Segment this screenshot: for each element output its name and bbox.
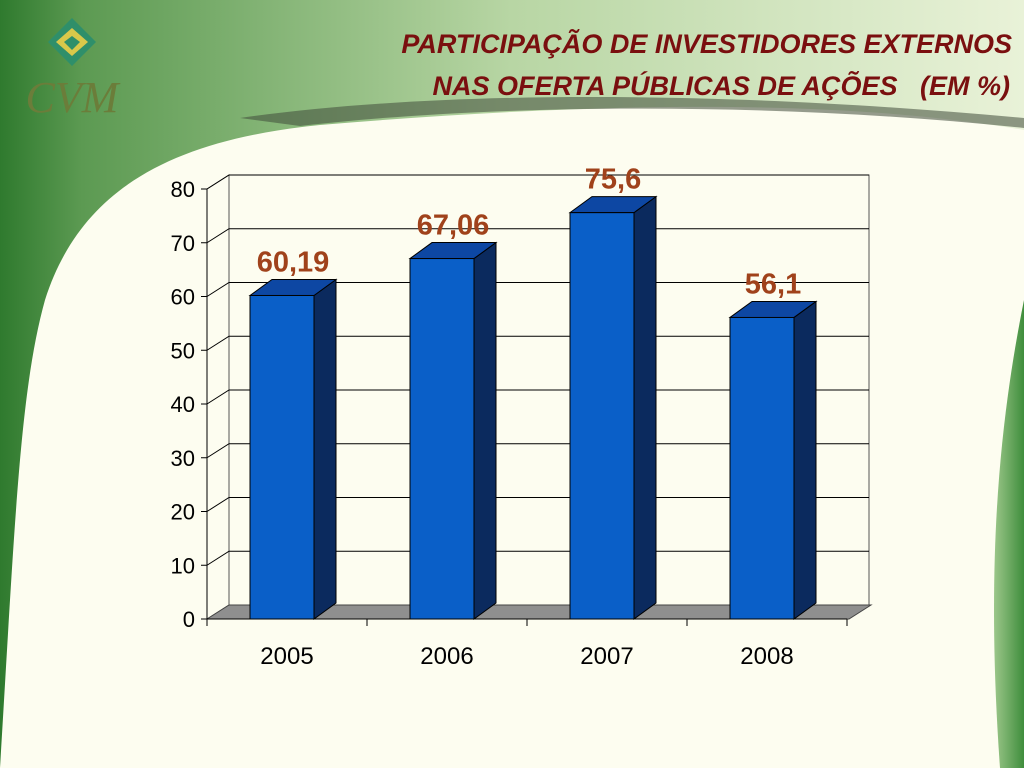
data-label: 56,1: [745, 268, 801, 300]
bar: [728, 300, 818, 620]
y-tick-label: 80: [171, 177, 195, 202]
x-tick-label: 2006: [420, 643, 473, 670]
y-tick-label: 20: [171, 500, 195, 525]
logo-text: CVM: [26, 73, 121, 122]
x-tick-label: 2007: [580, 643, 633, 670]
data-label: 67,06: [417, 210, 490, 242]
bar-front: [409, 258, 475, 620]
y-tick-label: 60: [171, 285, 195, 310]
y-axis: 0 10 20 30 40 50 60 70 80: [171, 177, 208, 632]
y-tick-label: 0: [183, 607, 195, 632]
cvm-logo: CVM: [26, 18, 121, 122]
bar: [568, 195, 658, 620]
bar-side: [633, 195, 657, 620]
data-label: 60,19: [257, 246, 330, 278]
bar-side: [473, 241, 497, 620]
bar: [248, 278, 338, 620]
bar-front: [569, 212, 635, 620]
bar-side: [313, 278, 337, 620]
y-tick-label: 30: [171, 446, 195, 471]
x-tick-label: 2008: [740, 643, 793, 670]
bar: [408, 241, 498, 620]
x-axis: 2005 2006 2007 2008: [206, 618, 848, 670]
page-title-line2: NAS OFERTA PÚBLICAS DE AÇÕES (EM %): [432, 70, 1010, 101]
gridline: [206, 174, 869, 190]
y-tick-label: 50: [171, 338, 195, 363]
bar-series: [248, 195, 818, 620]
data-labels: 60,19 67,06 75,6 56,1: [257, 164, 802, 301]
y-tick-label: 40: [171, 392, 195, 417]
page-title-line1: PARTICIPAÇÃO DE INVESTIDORES EXTERNOS: [401, 28, 1012, 59]
chart-grid: [206, 174, 870, 620]
bar-side: [793, 300, 817, 620]
y-tick-label: 10: [171, 553, 195, 578]
bar-front: [249, 294, 315, 620]
bar-chart: 0 10 20 30 40 50 60 70 80 2005 2006 2007 2008 60,19…: [171, 164, 873, 670]
data-label: 75,6: [585, 164, 641, 196]
y-tick-label: 70: [171, 231, 195, 256]
x-tick-label: 2005: [260, 643, 313, 670]
bar-front: [729, 316, 795, 620]
